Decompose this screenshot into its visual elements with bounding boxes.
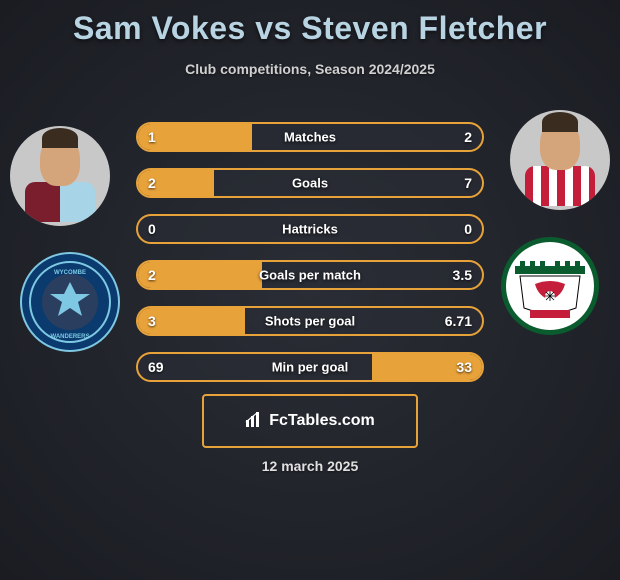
svg-text:WYCOMBE: WYCOMBE <box>54 270 86 276</box>
stats-container: 1 Matches 2 2 Goals 7 0 Hattricks 0 2 Go… <box>136 122 484 398</box>
stat-fill-left <box>138 262 262 288</box>
stat-label: Hattricks <box>282 222 338 237</box>
stat-left-value: 3 <box>148 313 156 329</box>
stat-right-value: 33 <box>456 359 472 375</box>
stat-right-value: 2 <box>464 129 472 145</box>
stat-left-value: 69 <box>148 359 164 375</box>
stat-row: 69 Min per goal 33 <box>136 352 484 382</box>
stat-left-value: 2 <box>148 175 156 191</box>
svg-text:WANDERERS: WANDERERS <box>50 334 89 340</box>
stat-row: 3 Shots per goal 6.71 <box>136 306 484 336</box>
stat-row: 0 Hattricks 0 <box>136 214 484 244</box>
stat-label: Min per goal <box>272 360 349 375</box>
stat-row: 1 Matches 2 <box>136 122 484 152</box>
stat-row: 2 Goals per match 3.5 <box>136 260 484 290</box>
stat-left-value: 2 <box>148 267 156 283</box>
player-left-avatar <box>10 126 110 226</box>
footer-date: 12 march 2025 <box>262 458 359 474</box>
stat-right-value: 6.71 <box>445 313 472 329</box>
stat-left-value: 0 <box>148 221 156 237</box>
club-badge-right <box>500 236 600 336</box>
stat-right-value: 3.5 <box>453 267 472 283</box>
stat-left-value: 1 <box>148 129 156 145</box>
stat-right-value: 7 <box>464 175 472 191</box>
stat-row: 2 Goals 7 <box>136 168 484 198</box>
page-title: Sam Vokes vs Steven Fletcher <box>0 0 620 47</box>
stat-label: Matches <box>284 130 336 145</box>
footer-brand-text: FcTables.com <box>269 412 375 430</box>
stat-right-value: 0 <box>464 221 472 237</box>
footer-brand-link[interactable]: FcTables.com <box>202 394 418 448</box>
stat-label: Shots per goal <box>265 314 355 329</box>
stat-label: Goals per match <box>259 268 361 283</box>
chart-icon <box>245 410 263 433</box>
club-badge-left: WYCOMBE WANDERERS <box>20 252 120 352</box>
stat-label: Goals <box>292 176 328 191</box>
subtitle: Club competitions, Season 2024/2025 <box>0 61 620 77</box>
player-right-avatar <box>510 110 610 210</box>
